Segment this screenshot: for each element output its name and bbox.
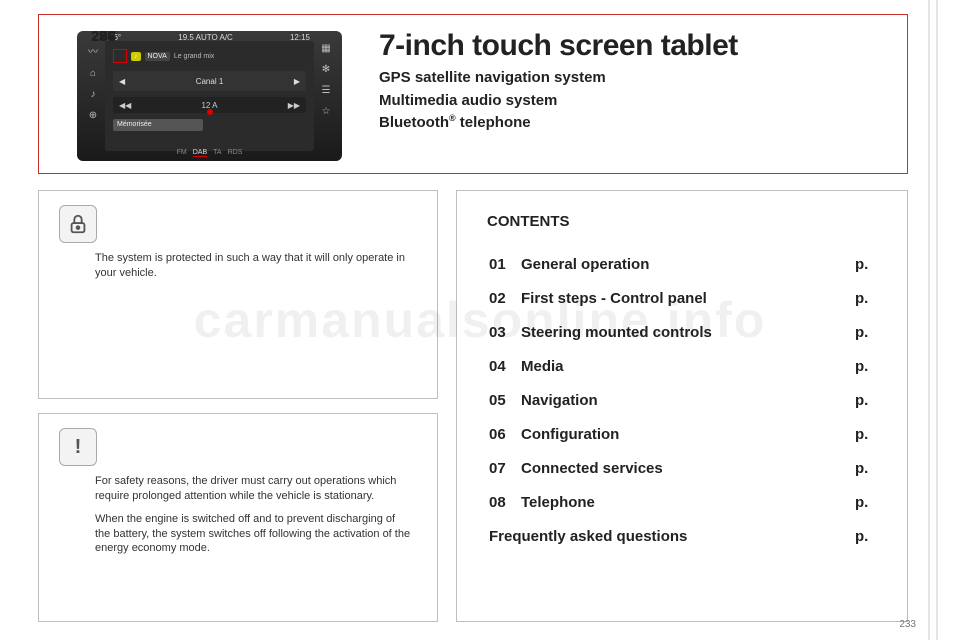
toc-row: 07 Connected services p. 286	[489, 452, 881, 484]
device-row-freq: ◀◀ 12 A ▶▶	[113, 97, 306, 113]
subtitle-line-3: Bluetooth® telephone	[379, 112, 891, 135]
toc-row: 08 Telephone p. 288	[489, 486, 881, 518]
toc-num: 08	[489, 486, 519, 518]
security-paragraph: The system is protected in such a way th…	[95, 251, 411, 281]
toc-row: 01 General operation p. 234	[489, 248, 881, 280]
toc-row-faq: Frequently asked questions p. 298	[489, 520, 881, 552]
warning-paragraph-1: For safety reasons, the driver must carr…	[95, 474, 411, 504]
toc-label: Configuration	[521, 418, 853, 450]
page-side-strip	[928, 0, 930, 640]
warning-paragraph-2: When the engine is switched off and to p…	[95, 512, 411, 557]
header-text-block: 7-inch touch screen tablet GPS satellite…	[379, 29, 891, 135]
toc-page: 298	[76, 28, 116, 640]
toc-p: p.	[855, 520, 879, 552]
toc-num: 03	[489, 316, 519, 348]
toc-num: 07	[489, 452, 519, 484]
header-box: 〰 ⌂ ♪ ⊕ ▦ ✻ ☰ ☆ 26° 19.5 AUTO A/C 12:15 …	[38, 14, 908, 174]
subtitle-line-2: Multimedia audio system	[379, 90, 891, 113]
toc-p: p.	[855, 452, 879, 484]
toc-row: 02 First steps - Control panel p. 236	[489, 282, 881, 314]
toc-p: p.	[855, 350, 879, 382]
device-right-icons: ▦ ✻ ☰ ☆	[316, 43, 336, 117]
toc-p: p.	[855, 248, 879, 280]
toc-label: Connected services	[521, 452, 853, 484]
page-title: 7-inch touch screen tablet	[379, 29, 891, 63]
toc-p: p.	[855, 418, 879, 450]
device-topcenter: 19.5 AUTO A/C	[178, 33, 233, 42]
next-icon: ▶	[294, 77, 300, 86]
device-row-station: ♪ NOVA Le grand mix	[113, 49, 306, 63]
toc-row: 06 Configuration p. 276	[489, 418, 881, 450]
device-screenshot: 〰 ⌂ ♪ ⊕ ▦ ✻ ☰ ☆ 26° 19.5 AUTO A/C 12:15 …	[77, 31, 342, 161]
toc-num: 06	[489, 418, 519, 450]
toc-row: 05 Navigation p. 256	[489, 384, 881, 416]
list-icon: ☰	[322, 85, 331, 96]
freq-marker	[207, 109, 213, 115]
gear-icon: ✻	[322, 64, 330, 75]
columns: The system is protected in such a way th…	[38, 190, 908, 622]
ffw-icon: ▶▶	[288, 101, 300, 110]
contents-box: CONTENTS 01 General operation p. 234 02 …	[456, 190, 908, 622]
toc-label: First steps - Control panel	[521, 282, 853, 314]
toc-p: p.	[855, 282, 879, 314]
device-bottom-rds: RDS	[228, 149, 243, 157]
device-station-sub: Le grand mix	[174, 53, 214, 60]
toc-label: Steering mounted controls	[521, 316, 853, 348]
contents-heading: CONTENTS	[487, 213, 883, 230]
device-bottom-dab: DAB	[193, 149, 207, 157]
toc-label: Navigation	[521, 384, 853, 416]
toc-num: 02	[489, 282, 519, 314]
toc-row: 04 Media p. 238	[489, 350, 881, 382]
contents-tbody: 01 General operation p. 234 02 First ste…	[489, 248, 881, 552]
star-icon: ☆	[322, 106, 331, 117]
toc-row: 03 Steering mounted controls p. 237	[489, 316, 881, 348]
prev-icon: ◀	[119, 77, 125, 86]
device-brand-tile: ♪	[131, 52, 141, 61]
device-bottom-fm: FM	[177, 149, 187, 157]
device-topbar: 26° 19.5 AUTO A/C 12:15	[109, 33, 310, 42]
toc-num: 01	[489, 248, 519, 280]
device-channel-label: Canal 1	[196, 77, 224, 86]
device-station: NOVA	[145, 52, 170, 61]
page-container: 〰 ⌂ ♪ ⊕ ▦ ✻ ☰ ☆ 26° 19.5 AUTO A/C 12:15 …	[38, 14, 908, 626]
device-bottombar: FM DAB TA RDS	[113, 149, 306, 157]
toc-faq-label: Frequently asked questions	[489, 520, 853, 552]
toc-num: 04	[489, 350, 519, 382]
device-bottom-ta: TA	[213, 149, 221, 157]
page-subtitle: GPS satellite navigation system Multimed…	[379, 67, 891, 135]
toc-p: p.	[855, 486, 879, 518]
device-mem-button: Mémorisée	[113, 119, 203, 131]
apps-icon: ▦	[321, 43, 330, 54]
toc-p: p.	[855, 316, 879, 348]
toc-p: p.	[855, 384, 879, 416]
toc-label: General operation	[521, 248, 853, 280]
subtitle-line-1: GPS satellite navigation system	[379, 67, 891, 90]
page-number: 233	[899, 619, 916, 630]
toc-num: 05	[489, 384, 519, 416]
contents-table: 01 General operation p. 234 02 First ste…	[487, 246, 883, 554]
toc-label: Telephone	[521, 486, 853, 518]
rew-icon: ◀◀	[119, 101, 131, 110]
device-clock: 12:15	[290, 33, 310, 42]
toc-label: Media	[521, 350, 853, 382]
device-row-channel: ◀ Canal 1 ▶	[113, 71, 306, 91]
